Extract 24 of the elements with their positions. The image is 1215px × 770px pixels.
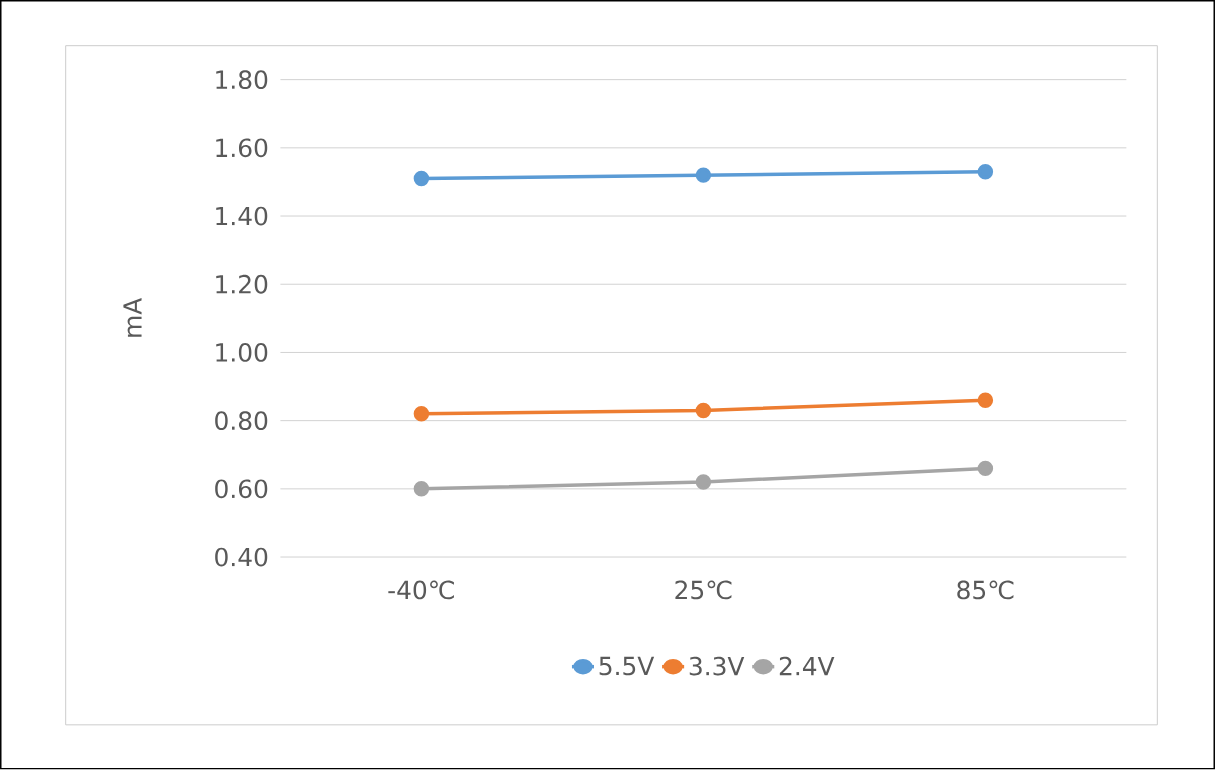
x-tick-label: 25℃: [675, 580, 732, 600]
legend-label: 5.5V: [599, 657, 655, 676]
x-tick-label: 85℃: [957, 580, 1014, 600]
point: [977, 392, 994, 409]
point: [413, 406, 430, 422]
point: [413, 171, 430, 187]
y-tick-label: 1.60: [216, 138, 268, 158]
point: [695, 474, 712, 490]
legend-label: 2.4V: [779, 656, 835, 676]
point: [695, 167, 712, 184]
y-tick-label: 0.80: [215, 411, 268, 431]
y-axis-title: mA: [123, 298, 142, 337]
point: [977, 460, 994, 477]
point: [413, 481, 430, 497]
legend-label: 3.3V: [689, 656, 745, 676]
y-tick-label: 1.80: [216, 70, 268, 90]
y-tick-label: 0.40: [215, 547, 268, 567]
y-tick-label: 0.60: [215, 479, 268, 499]
point: [695, 402, 712, 419]
y-tick-label: 1.00: [216, 343, 268, 363]
y-tick-label: 1.20: [216, 275, 268, 294]
point: [977, 164, 994, 180]
y-tick-label: 1.40: [216, 206, 268, 226]
x-tick-label: -40℃: [388, 580, 454, 600]
